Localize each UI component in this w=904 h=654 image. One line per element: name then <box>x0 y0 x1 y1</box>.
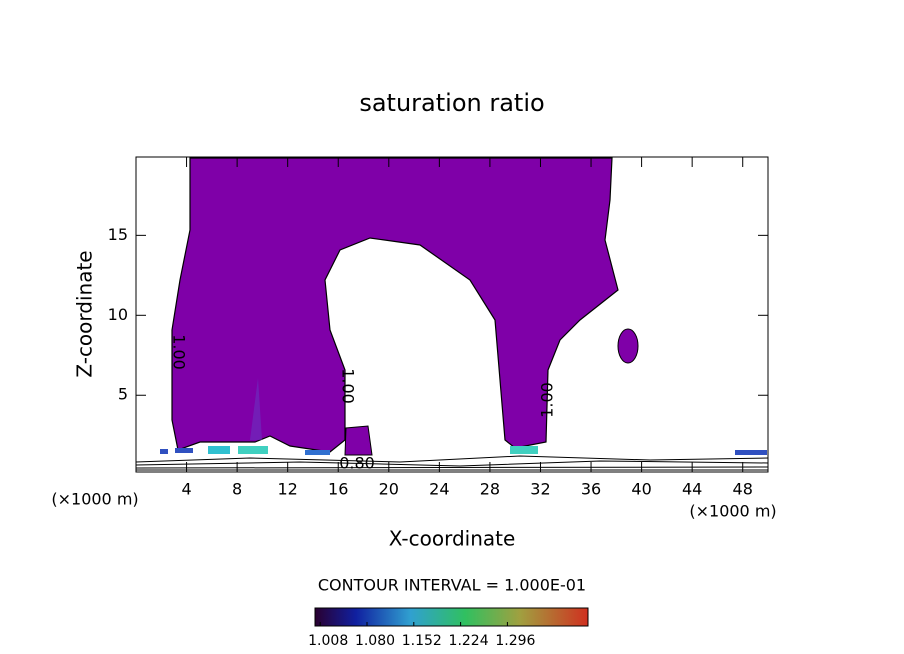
x-tick-label: 36 <box>581 480 601 499</box>
x-tick-label: 44 <box>682 480 702 499</box>
x-tick-label: 16 <box>328 480 348 499</box>
x-tick-label: 4 <box>181 480 191 499</box>
colorbar-tick-label: 1.152 <box>402 633 442 649</box>
colorbar-tick-label: 1.008 <box>308 633 348 649</box>
colorbar-tick-label: 1.296 <box>495 633 535 649</box>
x-unit: (×1000 m) <box>51 490 138 509</box>
x-tick-label: 32 <box>530 480 550 499</box>
contour-lines <box>135 455 769 471</box>
chart-title: saturation ratio <box>359 89 544 117</box>
contour-region <box>617 328 639 364</box>
plume <box>250 378 262 440</box>
moist-layer <box>160 446 767 455</box>
x-tick-label: 12 <box>278 480 298 499</box>
x-tick-label: 24 <box>429 480 449 499</box>
plot-area <box>135 156 769 473</box>
x-tick-label: 48 <box>733 480 753 499</box>
contour-label: 1.00 <box>538 382 557 418</box>
plot-frame <box>135 156 769 473</box>
y-tick-label: 10 <box>108 305 128 324</box>
colorbar <box>314 607 589 627</box>
contour-label: 1.00 <box>170 334 189 370</box>
x-tick-label: 40 <box>631 480 651 499</box>
x-tick-label: 8 <box>232 480 242 499</box>
contour-region <box>344 425 373 456</box>
x-tick-label: 28 <box>480 480 500 499</box>
colorbar-tick-label: 1.080 <box>355 633 395 649</box>
x-tick-label: 20 <box>379 480 399 499</box>
contour-label: 0.80 <box>339 454 375 473</box>
x-unit: (×1000 m) <box>689 502 776 521</box>
colorbar-tick-label: 1.224 <box>449 633 489 649</box>
contour-label: 1.00 <box>339 368 358 404</box>
y-tick-label: 5 <box>118 385 128 404</box>
y-tick-label: 15 <box>108 225 128 244</box>
colorbar-title: CONTOUR INTERVAL = 1.000E-01 <box>318 576 586 595</box>
x-axis-label: X-coordinate <box>389 527 516 551</box>
y-axis-label: Z-coordinate <box>73 250 97 377</box>
